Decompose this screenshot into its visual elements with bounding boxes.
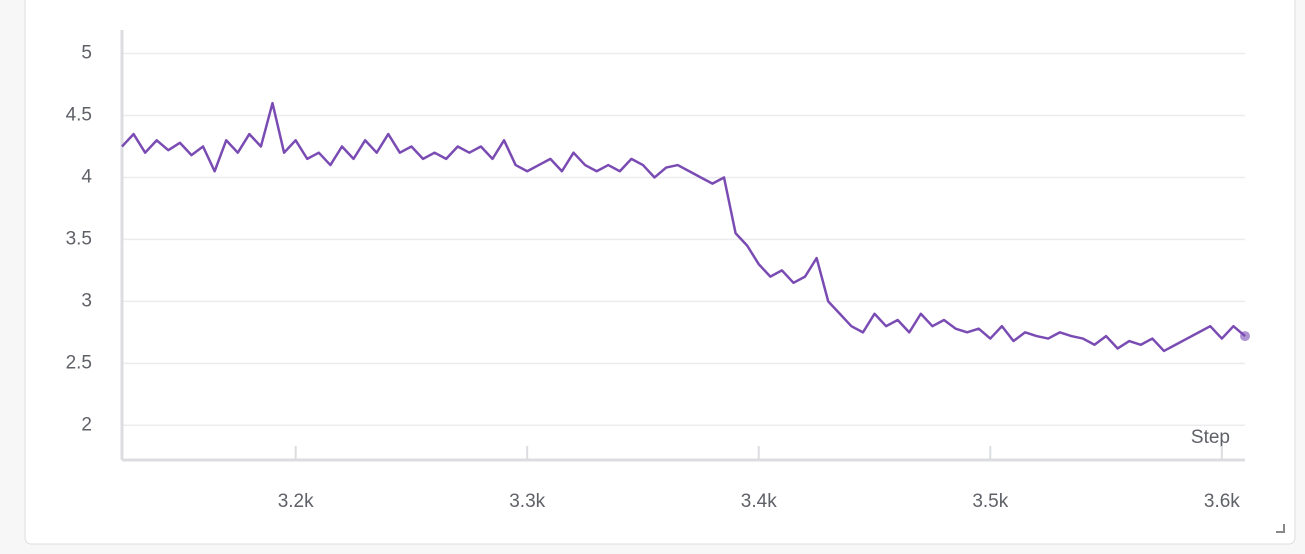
y-tick-label: 3.5 bbox=[66, 228, 92, 249]
x-axis-label: Step bbox=[1191, 427, 1230, 448]
y-tick-label: 3 bbox=[81, 290, 92, 311]
line-series bbox=[121, 101, 1246, 353]
y-tick-label: 5 bbox=[81, 43, 92, 64]
x-tick-label: 3.2k bbox=[278, 491, 314, 512]
y-tick-label: 4.5 bbox=[66, 105, 92, 126]
y-tick-label: 2 bbox=[81, 414, 92, 435]
x-tick-label: 3.3k bbox=[509, 491, 545, 512]
x-tick-label: 3.4k bbox=[741, 491, 777, 512]
x-tick-label: 3.6k bbox=[1204, 491, 1240, 512]
resize-handle[interactable] bbox=[1276, 524, 1285, 533]
y-tick-label: 4 bbox=[81, 166, 92, 187]
y-tick-label: 2.5 bbox=[66, 352, 92, 373]
x-tick-label: 3.5k bbox=[972, 491, 1008, 512]
end-point bbox=[1240, 331, 1250, 342]
card bbox=[24, 0, 1296, 545]
